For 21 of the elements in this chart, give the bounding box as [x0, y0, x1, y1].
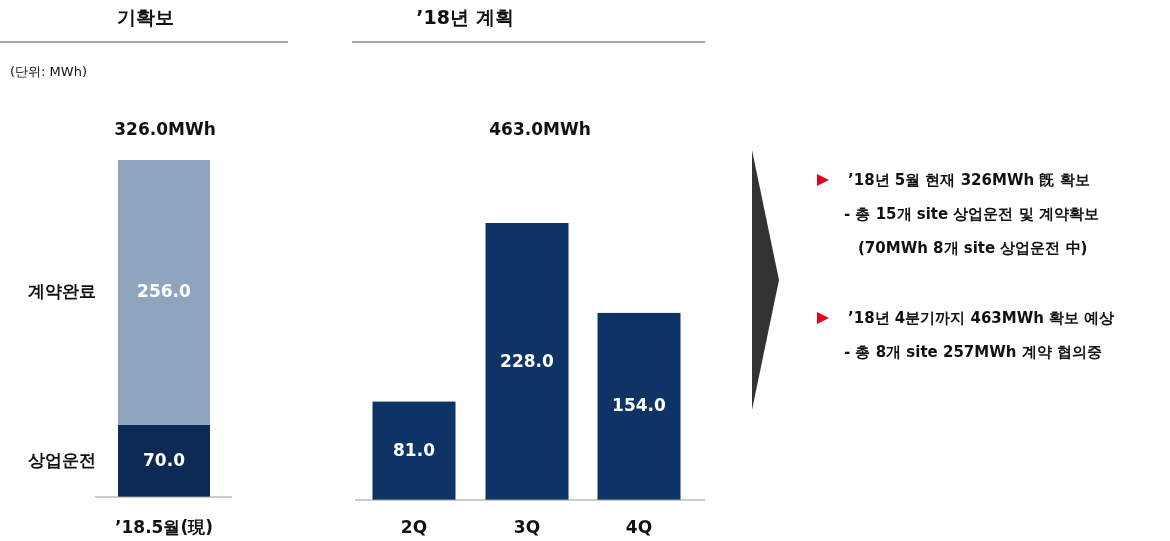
data-label: 81.0 — [393, 439, 436, 460]
text: ’18년 4분기까지 463MWh 확보 예상 — [848, 308, 1115, 327]
data-label: 256.0 — [137, 281, 192, 302]
text: (단위: MWh) — [10, 63, 87, 79]
data-label: 70.0 — [143, 449, 186, 470]
data-label: 228.0 — [500, 350, 555, 371]
data-label: 154.0 — [612, 395, 667, 416]
x-tick-label: 3Q — [513, 517, 541, 537]
series-label: 계약완료 — [28, 281, 96, 302]
series-label: 상업운전 — [28, 449, 96, 470]
x-tick-label: ’18.5월(現) — [115, 517, 213, 537]
text: 463.0MWh — [489, 119, 591, 139]
total-label: 326.0MWh — [114, 119, 216, 139]
text: - 총 8개 site 257MWh 계약 협의중 — [844, 342, 1102, 361]
x-tick-label: 2Q — [400, 517, 428, 537]
text: (70MWh 8개 site 상업운전 中) — [858, 238, 1088, 257]
x-tick-label: 4Q — [625, 517, 653, 537]
chart-title: 기확보 — [116, 5, 174, 28]
text: ’18년 5월 현재 326MWh 旣 확보 — [848, 170, 1090, 189]
text: - 총 15개 site 상업운전 및 계약확보 — [844, 204, 1099, 223]
chart-title: ’18년 계획 — [416, 5, 514, 28]
